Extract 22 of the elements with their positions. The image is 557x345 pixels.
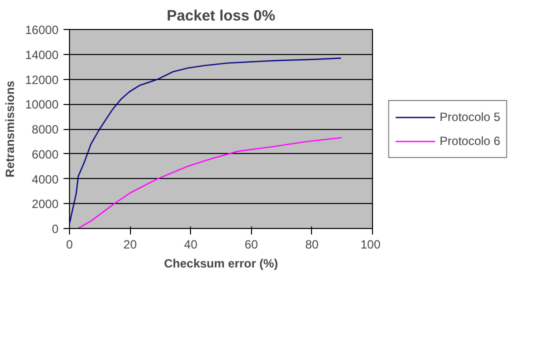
y-tick-label: 8000: [32, 122, 59, 136]
y-tick-label: 4000: [32, 172, 59, 186]
y-tick-label: 16000: [25, 23, 59, 37]
line-series: [77, 137, 342, 228]
y-tick-label: 14000: [25, 48, 59, 62]
y-axis-title: Retransmissions: [3, 80, 18, 178]
y-tick-label: 0: [52, 222, 59, 236]
x-tick-label: 20: [123, 238, 138, 252]
x-tick-label: 40: [184, 238, 198, 252]
x-axis-title: Checksum error (%): [164, 256, 278, 270]
legend-label: Protocolo 5: [440, 110, 500, 124]
legend-label: Protocolo 6: [440, 134, 500, 148]
y-tick-label: 12000: [25, 72, 59, 87]
y-tick-label: 6000: [32, 147, 59, 162]
y-tick-label: 2000: [32, 197, 59, 212]
y-tick-label: 10000: [25, 98, 59, 112]
chart-title: Packet loss 0%: [166, 8, 276, 24]
x-tick-label: 100: [360, 238, 381, 252]
x-tick-label: 80: [305, 238, 319, 252]
x-tick-label: 60: [244, 238, 258, 252]
x-tick-label: 0: [66, 238, 74, 252]
line-series: [70, 58, 342, 224]
